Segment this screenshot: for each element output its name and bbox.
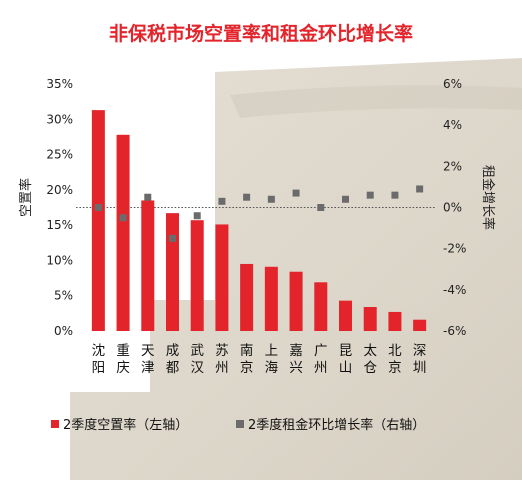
- data-point: [144, 193, 152, 201]
- category-label-line1: 成: [166, 343, 180, 359]
- category-label-line1: 上: [265, 343, 279, 359]
- legend-label-vacancy: 2季度空置率（左轴）: [63, 417, 188, 433]
- category-label-line1: 北: [388, 343, 402, 359]
- category-label-line2: 津: [141, 360, 155, 376]
- left-tick-label: 0%: [54, 324, 73, 338]
- category-label-line2: 圳: [413, 360, 427, 376]
- bar-series: [91, 110, 427, 332]
- left-tick-label: 15%: [46, 218, 73, 232]
- category-label-line2: 阳: [92, 360, 106, 376]
- category-label-line1: 太: [363, 343, 377, 359]
- bar: [388, 311, 402, 331]
- left-tick-label: 5%: [54, 289, 73, 303]
- data-point: [366, 191, 374, 199]
- bar: [116, 134, 130, 331]
- category-label-line2: 海: [265, 360, 279, 376]
- bar: [91, 110, 105, 332]
- legend-label-rent-growth: 2季度租金环比增长率（右轴）: [248, 417, 425, 433]
- category-label-line1: 沈: [92, 343, 106, 359]
- chart-title: 非保税市场空置率和租金环比增长率: [109, 22, 413, 45]
- bar: [363, 307, 377, 331]
- bar: [215, 224, 229, 331]
- legend: 2季度空置率（左轴） 2季度租金环比增长率（右轴）: [51, 417, 425, 433]
- category-label-line2: 都: [166, 360, 180, 376]
- bar: [190, 220, 204, 331]
- left-tick-label: 30%: [46, 112, 73, 126]
- category-label-line1: 广: [314, 343, 328, 359]
- left-tick-label: 10%: [46, 253, 73, 267]
- data-point: [94, 204, 102, 211]
- data-point: [391, 191, 399, 199]
- category-label-line2: 汉: [190, 360, 204, 376]
- category-label-line2: 京: [388, 360, 402, 376]
- legend-swatch-rent-growth: [236, 420, 244, 428]
- category-label-line2: 州: [215, 360, 229, 376]
- category-label-line2: 京: [240, 360, 254, 376]
- right-tick-label: -6%: [443, 324, 466, 338]
- left-tick-label: 20%: [46, 183, 73, 197]
- bar: [141, 200, 155, 331]
- left-axis: 0% 5% 10% 15% 20% 25% 30% 35%: [46, 77, 73, 338]
- category-label-line2: 山: [339, 360, 353, 376]
- bar: [289, 271, 303, 331]
- left-tick-label: 35%: [46, 77, 73, 91]
- data-point: [342, 195, 349, 203]
- right-axis-label: 租金增长率: [480, 165, 496, 230]
- right-tick-label: -2%: [443, 242, 466, 256]
- right-tick-label: 2%: [443, 159, 462, 173]
- category-label-line1: 深: [413, 343, 427, 359]
- category-label-line1: 苏: [215, 343, 229, 359]
- right-tick-label: 4%: [443, 118, 462, 132]
- data-point: [317, 204, 325, 211]
- legend-swatch-vacancy: [51, 420, 59, 428]
- bar: [314, 282, 328, 331]
- data-point: [119, 214, 127, 222]
- category-label-line1: 天: [141, 343, 155, 359]
- data-point: [292, 189, 300, 197]
- data-point: [218, 197, 226, 205]
- category-label-line1: 重: [116, 343, 130, 359]
- category-label-line2: 州: [314, 360, 328, 376]
- category-label-line1: 嘉: [289, 343, 303, 359]
- data-point: [243, 193, 251, 201]
- background-texture-streak: [230, 85, 522, 118]
- category-label-line2: 兴: [289, 360, 303, 376]
- right-axis: -6% -4% -2% 0% 2% 4% 6%: [443, 77, 466, 338]
- data-point: [267, 195, 275, 203]
- bar: [240, 263, 254, 331]
- category-label-line1: 昆: [339, 343, 353, 359]
- data-point: [193, 212, 201, 220]
- left-axis-label: 空置率: [18, 178, 34, 217]
- point-series: [94, 185, 424, 242]
- right-tick-label: 6%: [443, 77, 462, 91]
- data-point: [416, 185, 424, 193]
- category-label-line1: 武: [190, 343, 204, 359]
- background-texture: [70, 58, 522, 480]
- data-point: [169, 234, 176, 242]
- bar: [264, 266, 278, 331]
- bar: [339, 300, 352, 331]
- category-label-line2: 庆: [116, 360, 130, 376]
- left-tick-label: 25%: [46, 148, 73, 162]
- category-label-line2: 仓: [363, 360, 377, 376]
- right-tick-label: 0%: [443, 201, 462, 215]
- bar: [166, 213, 179, 331]
- bar: [413, 319, 427, 331]
- category-label-line1: 南: [240, 343, 254, 359]
- right-tick-label: -4%: [443, 283, 466, 297]
